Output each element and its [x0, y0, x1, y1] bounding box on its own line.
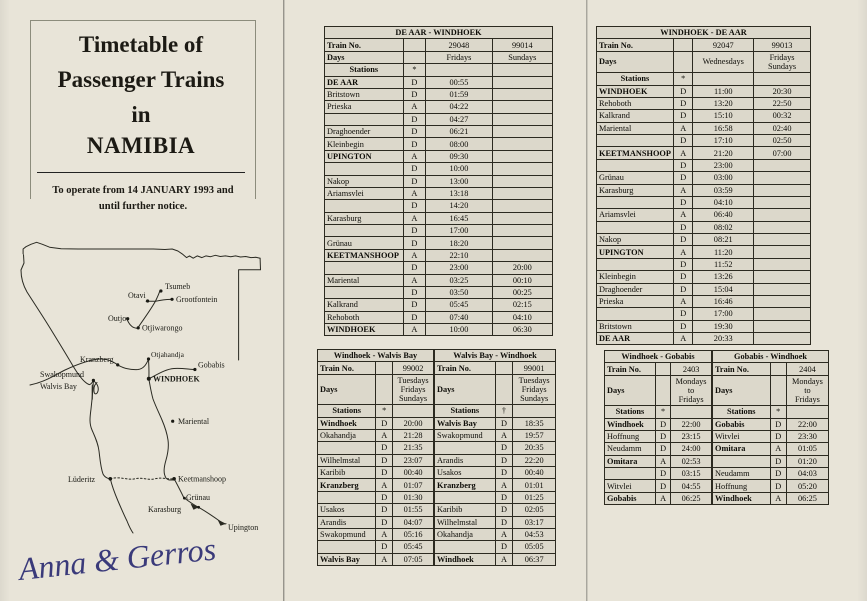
svg-text:Grootfontein: Grootfontein	[176, 295, 217, 304]
svg-text:Otjahandja: Otjahandja	[151, 350, 185, 359]
svg-text:Karasburg: Karasburg	[148, 505, 181, 514]
svg-text:Gobabis: Gobabis	[198, 361, 225, 370]
svg-text:Walvis Bay: Walvis Bay	[40, 382, 77, 391]
svg-text:Tsumeb: Tsumeb	[165, 282, 190, 291]
svg-text:Lüderitz: Lüderitz	[68, 475, 96, 484]
svg-text:Grünau: Grünau	[186, 493, 210, 502]
svg-text:WINDHOEK: WINDHOEK	[153, 375, 200, 384]
svg-text:Outjo: Outjo	[108, 314, 126, 323]
svg-text:Otavi: Otavi	[128, 291, 147, 300]
svg-text:Swakopmund: Swakopmund	[40, 370, 84, 379]
svg-text:Mariental: Mariental	[178, 417, 210, 426]
svg-text:Anna & Gerros: Anna & Gerros	[15, 540, 218, 587]
svg-text:Kranzberg: Kranzberg	[80, 355, 114, 364]
svg-text:Otjiwarongo: Otjiwarongo	[142, 324, 182, 333]
svg-text:Keetmanshoop: Keetmanshoop	[178, 475, 226, 484]
svg-text:Upington: Upington	[228, 523, 258, 532]
